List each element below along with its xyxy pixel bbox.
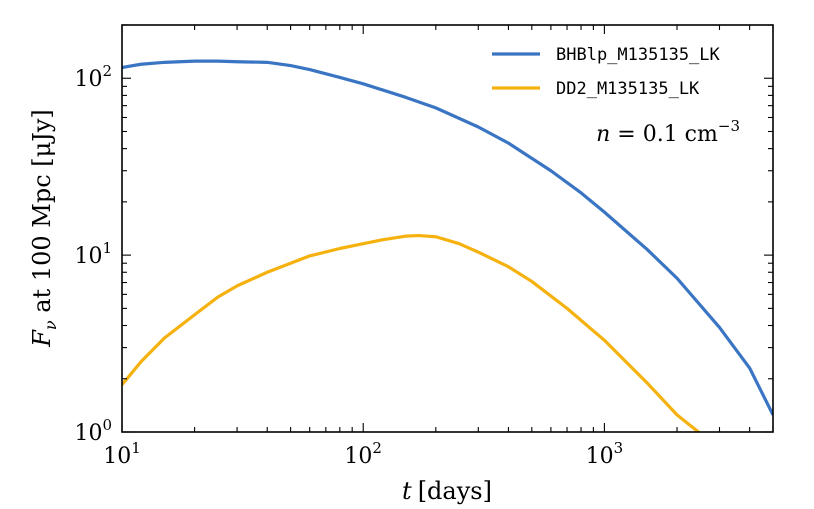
y-tick-label-base: 10 xyxy=(74,67,102,92)
y-axis-label-var: F xyxy=(28,329,56,348)
x-axis-label-unit: [days] xyxy=(418,477,492,505)
x-axis-label: t [days] xyxy=(402,477,492,505)
y-tick-label-exponent: 2 xyxy=(102,62,112,80)
density-annotation-var: n xyxy=(596,122,610,147)
y-axis-label: Fν at 100 Mpc [μJy] xyxy=(28,109,60,348)
y-tick-label-exponent: 1 xyxy=(102,239,112,257)
plot-frame xyxy=(121,24,774,433)
x-tick-label-exponent: 3 xyxy=(614,439,624,457)
y-tick-label: 101 xyxy=(74,239,112,269)
x-tick-label: 103 xyxy=(586,439,624,469)
x-tick-label-base: 10 xyxy=(586,444,614,469)
x-tick-label-exponent: 2 xyxy=(372,439,382,457)
x-tick-label: 102 xyxy=(344,439,382,469)
series-line-dd2 xyxy=(122,233,702,432)
series-layer xyxy=(122,59,773,432)
legend: BHBlp_M135135_LK DD2_M135135_LK xyxy=(492,45,721,99)
y-tick-label: 102 xyxy=(74,62,112,92)
y-tick-label-exponent: 0 xyxy=(102,416,112,434)
density-annotation-exp: −3 xyxy=(718,117,740,135)
y-axis-label-sub: ν xyxy=(41,320,60,330)
series-line-bhblp xyxy=(122,59,773,416)
y-tick-label-base: 10 xyxy=(74,244,102,269)
x-tick-label: 101 xyxy=(103,439,141,469)
x-axis-label-var: t xyxy=(402,477,412,505)
legend-label-dd2: DD2_M135135_LK xyxy=(556,79,700,99)
y-tick-label-base: 10 xyxy=(74,421,102,446)
x-tick-label-base: 10 xyxy=(103,444,131,469)
x-tick-label-base: 10 xyxy=(344,444,372,469)
tick-layer xyxy=(121,24,774,433)
density-annotation: n = 0.1 cm−3 xyxy=(596,117,740,147)
y-tick-label: 100 xyxy=(74,416,112,446)
legend-label-bhblp: BHBlp_M135135_LK xyxy=(556,45,721,65)
x-tick-label-exponent: 1 xyxy=(131,439,141,457)
density-annotation-eq: = 0.1 cm xyxy=(610,122,718,147)
y-axis-label-rest: at 100 Mpc [μJy] xyxy=(28,109,56,320)
